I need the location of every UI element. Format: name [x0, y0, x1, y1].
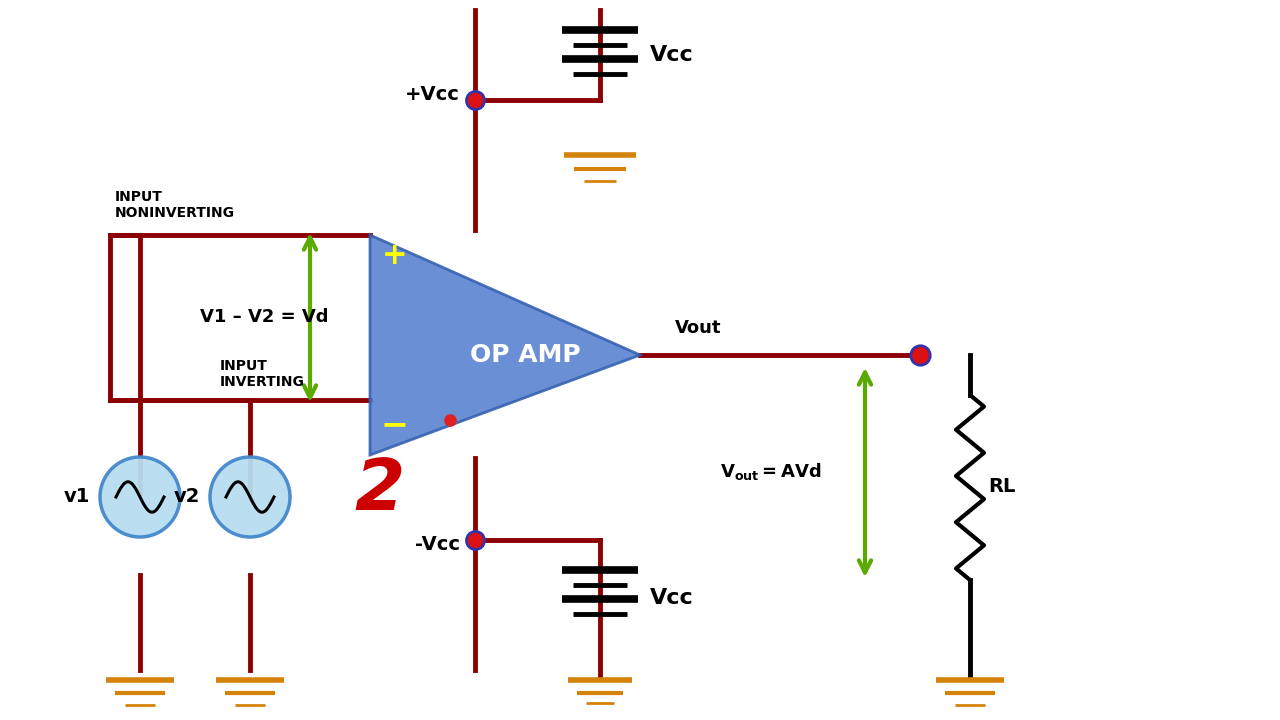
Text: Vcc: Vcc — [650, 588, 694, 608]
Text: NONINVERTING: NONINVERTING — [115, 206, 236, 220]
Circle shape — [210, 457, 291, 537]
Text: Vout: Vout — [675, 319, 722, 337]
Polygon shape — [370, 235, 640, 455]
Text: −: − — [381, 408, 410, 441]
Text: INVERTING: INVERTING — [220, 375, 305, 389]
Text: V1 – V2 = Vd: V1 – V2 = Vd — [200, 308, 329, 326]
Text: INPUT: INPUT — [115, 190, 163, 204]
Text: OP AMP: OP AMP — [470, 343, 581, 367]
Text: v1: v1 — [64, 487, 90, 506]
Text: +Vcc: +Vcc — [406, 86, 460, 104]
Text: $\mathbf{V_{out}}$$\mathbf{ = AVd}$: $\mathbf{V_{out}}$$\mathbf{ = AVd}$ — [719, 462, 822, 482]
Text: -Vcc: -Vcc — [415, 536, 460, 554]
Circle shape — [100, 457, 180, 537]
Text: +: + — [383, 240, 408, 269]
Text: Vcc: Vcc — [650, 45, 694, 65]
Text: INPUT: INPUT — [220, 359, 268, 373]
Text: v2: v2 — [174, 487, 200, 506]
Text: RL: RL — [988, 477, 1015, 497]
Text: 2: 2 — [355, 456, 406, 524]
